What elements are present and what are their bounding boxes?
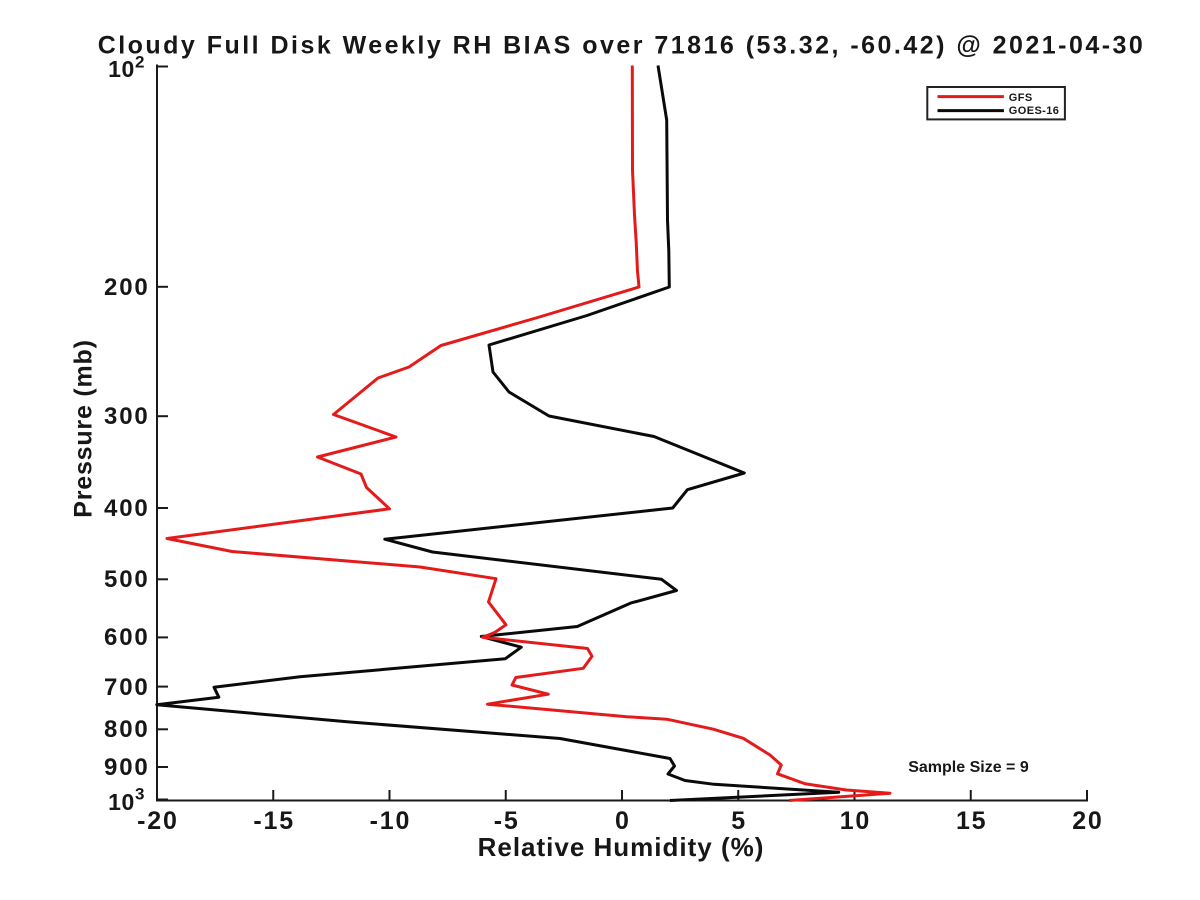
svg-text:15: 15	[956, 807, 987, 835]
svg-text:20: 20	[1072, 807, 1103, 835]
svg-text:-15: -15	[253, 807, 295, 835]
svg-text:300: 300	[104, 403, 149, 430]
svg-text:Pressure (mb): Pressure (mb)	[70, 339, 98, 518]
svg-text:200: 200	[104, 274, 149, 301]
svg-text:600: 600	[104, 624, 149, 651]
svg-text:-10: -10	[370, 807, 412, 835]
svg-text:-5: -5	[494, 807, 520, 835]
svg-text:700: 700	[104, 674, 149, 701]
svg-text:GFS: GFS	[1009, 92, 1033, 104]
svg-text:5: 5	[731, 807, 747, 835]
svg-text:500: 500	[104, 566, 149, 593]
svg-text:Cloudy Full Disk Weekly RH BIA: Cloudy Full Disk Weekly RH BIAS over 718…	[98, 32, 1146, 60]
svg-text:Sample Size = 9: Sample Size = 9	[908, 759, 1029, 776]
svg-text:10: 10	[840, 807, 871, 835]
svg-text:GOES-16: GOES-16	[1009, 105, 1060, 117]
svg-text:Relative Humidity (%): Relative Humidity (%)	[478, 832, 765, 862]
svg-text:102: 102	[108, 53, 145, 82]
svg-text:900: 900	[104, 754, 149, 781]
svg-text:800: 800	[104, 716, 149, 743]
svg-text:-20: -20	[137, 807, 179, 835]
svg-text:0: 0	[615, 807, 631, 835]
svg-text:400: 400	[104, 495, 149, 522]
